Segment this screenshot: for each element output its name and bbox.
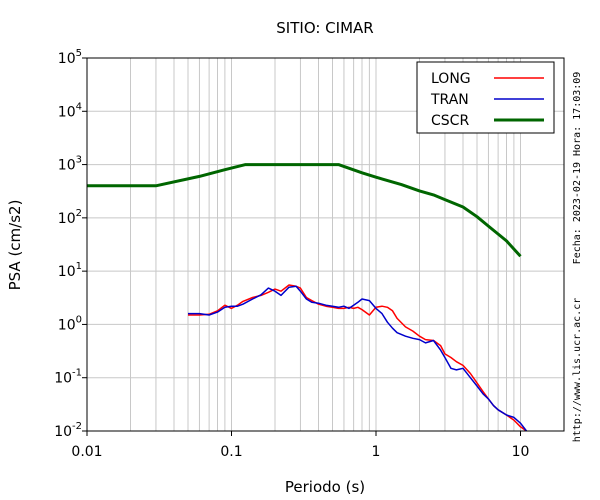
y-tick-label: 103	[58, 155, 82, 174]
chart-title: SITIO: CIMAR	[276, 19, 373, 37]
tick-labels: 0.01 0.1 1 10 10-2 10-1 100 101 102 103 104 105	[54, 48, 529, 460]
series-line-long	[188, 284, 527, 432]
x-tick-label: 1	[372, 444, 381, 460]
x-tick-label: 0.01	[71, 444, 102, 460]
legend: LONG TRAN CSCR	[416, 61, 555, 134]
series-layer	[87, 163, 528, 432]
legend-label: TRAN	[430, 92, 469, 108]
x-axis-title: Periodo (s)	[285, 478, 365, 496]
axis-ticks	[82, 57, 522, 436]
y-tick-label: 105	[58, 48, 82, 67]
y-axis-title: PSA (cm/s2)	[6, 200, 24, 291]
legend-label: CSCR	[431, 113, 469, 129]
series-line-tran	[188, 285, 528, 432]
y-tick-label: 10-2	[54, 421, 82, 440]
y-tick-label: 10-1	[54, 368, 82, 387]
timestamp-note: Fecha: 2023-02-19 Hora: 17:03:09	[572, 72, 583, 265]
y-tick-label: 100	[58, 314, 82, 333]
y-tick-label: 104	[58, 101, 82, 120]
y-tick-label: 102	[58, 208, 82, 227]
x-tick-label: 10	[512, 444, 530, 460]
plot-frame	[86, 57, 565, 432]
legend-label: LONG	[431, 71, 471, 87]
grid	[86, 57, 565, 432]
series-line-cscr	[87, 163, 522, 258]
y-tick-label: 101	[58, 261, 82, 280]
source-url: http://www.lis.ucr.ac.cr	[572, 298, 583, 443]
x-tick-label: 0.1	[220, 444, 242, 460]
